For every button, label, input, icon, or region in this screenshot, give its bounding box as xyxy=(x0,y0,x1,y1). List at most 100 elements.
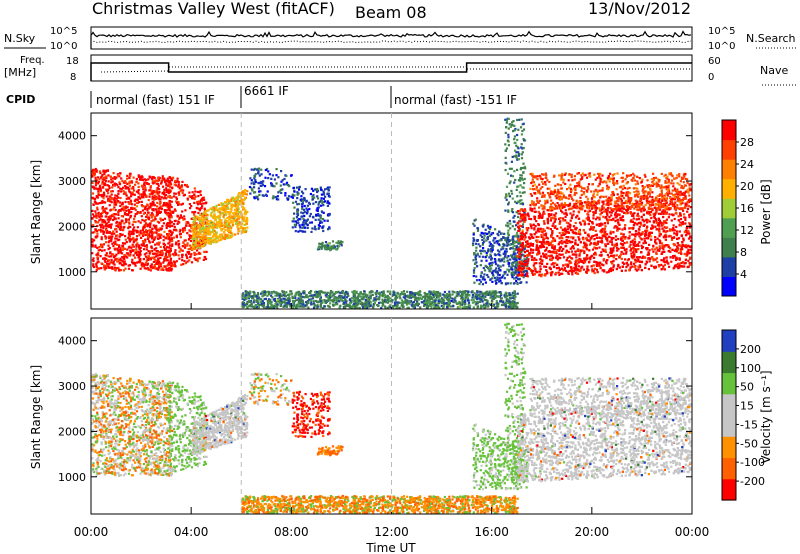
power-cell-2093 xyxy=(204,241,207,244)
power-cell-3946 xyxy=(272,298,275,301)
power-cell-1608 xyxy=(172,228,176,231)
power-cell-4168 xyxy=(371,290,374,293)
power-cell-2405 xyxy=(233,213,236,216)
power-cell-1910 xyxy=(218,216,221,219)
power-cell-1418 xyxy=(181,249,184,252)
power-cell-4496 xyxy=(488,265,492,268)
power-cell-4854 xyxy=(510,167,513,170)
power-cell-1352 xyxy=(162,239,165,242)
power-cell-2525 xyxy=(288,185,291,188)
power-cell-2415 xyxy=(209,231,212,234)
power-cell-1713 xyxy=(175,181,178,184)
power-cell-4611 xyxy=(499,254,502,257)
power-cell-2563 xyxy=(292,217,295,220)
power-cell-632 xyxy=(145,179,148,182)
power-cell-558 xyxy=(147,268,150,271)
power-cell-1058 xyxy=(118,181,121,184)
power-cell-2248 xyxy=(233,208,237,211)
power-cell-648 xyxy=(119,226,122,229)
power-cell-1276 xyxy=(148,252,151,255)
power-cell-4220 xyxy=(258,303,261,307)
power-cell-4603 xyxy=(479,275,483,278)
power-cell-2319 xyxy=(223,201,227,204)
power-cell-2766 xyxy=(322,229,325,233)
power-cell-4821 xyxy=(508,270,511,273)
power-cell-1102 xyxy=(139,246,142,249)
power-cell-1512 xyxy=(167,208,170,211)
power-cell-3673 xyxy=(459,301,462,304)
power-cell-4959 xyxy=(518,191,521,194)
power-cell-269 xyxy=(156,262,159,266)
power-cell-285 xyxy=(163,209,166,212)
power-cell-1783 xyxy=(181,202,184,205)
power-cell-2792 xyxy=(337,242,340,245)
power-cell-2769 xyxy=(317,224,320,227)
power-cell-1366 xyxy=(112,262,115,265)
power-cell-3118 xyxy=(377,292,380,295)
power-cell-2343 xyxy=(228,215,231,218)
power-cell-828 xyxy=(120,215,123,218)
power-cell-3945 xyxy=(297,294,301,297)
power-cell-2972 xyxy=(260,292,263,295)
power-cell-3931 xyxy=(378,295,381,298)
power-cell-4131 xyxy=(266,303,269,307)
power-cell-1263 xyxy=(111,190,114,193)
power-cell-794 xyxy=(96,235,99,238)
power-cell-4502 xyxy=(518,258,521,261)
power-cell-1950 xyxy=(226,198,229,201)
power-cell-253 xyxy=(99,171,102,175)
power-cell-4796 xyxy=(513,138,516,141)
power-cell-493 xyxy=(149,202,153,205)
power-cell-2553 xyxy=(274,196,278,199)
power-cell-1104 xyxy=(119,233,122,236)
power-cell-3285 xyxy=(465,306,468,309)
power-cell-1742 xyxy=(200,199,203,202)
power-cell-2510 xyxy=(264,176,267,179)
power-cell-2705 xyxy=(291,220,294,223)
power-cell-3530 xyxy=(384,299,388,302)
power-cell-290 xyxy=(120,259,123,262)
power-cell-1598 xyxy=(200,198,204,201)
power-cell-1930 xyxy=(238,223,241,226)
power-cell-2137 xyxy=(211,215,214,218)
power-cell-4584 xyxy=(473,281,476,284)
power-cell-1057 xyxy=(92,260,95,263)
power-cell-4488 xyxy=(497,280,501,283)
power-cell-4294 xyxy=(396,292,400,295)
power-cell-1339 xyxy=(158,263,161,267)
power-cell-402 xyxy=(151,233,154,236)
power-cell-1255 xyxy=(119,228,122,231)
nsky-trace xyxy=(90,30,692,49)
power-cell-4326 xyxy=(442,293,445,296)
power-cell-2849 xyxy=(307,306,310,309)
power-cell-4654 xyxy=(476,252,479,255)
power-cell-1576 xyxy=(188,244,191,247)
power-cell-549 xyxy=(101,178,104,181)
power-cell-3206 xyxy=(309,292,312,295)
power-cell-2675 xyxy=(320,204,323,207)
power-cell-4963 xyxy=(521,223,525,226)
power-cell-1123 xyxy=(153,248,156,251)
power-cell-96 xyxy=(137,189,140,192)
power-cell-3601 xyxy=(321,291,324,294)
power-cell-4029 xyxy=(496,295,499,298)
power-cell-820 xyxy=(136,226,139,229)
power-cell-4905 xyxy=(517,235,520,238)
power-cell-2762 xyxy=(300,230,304,233)
power-cell-1226 xyxy=(120,263,124,266)
power-cell-4241 xyxy=(476,306,479,309)
power-cell-941 xyxy=(104,170,107,173)
power-cell-4077 xyxy=(330,295,333,298)
power-cell-2651 xyxy=(326,219,329,222)
power-cell-1523 xyxy=(183,259,186,263)
power-cell-4705 xyxy=(514,270,517,273)
power-cell-4746 xyxy=(505,195,508,198)
power-cell-4289 xyxy=(411,292,414,295)
power-cell-867 xyxy=(107,241,110,244)
power-cell-4961 xyxy=(521,151,524,154)
power-cell-4617 xyxy=(482,247,485,250)
power-cell-4010 xyxy=(254,304,257,307)
power-cell-59 xyxy=(144,267,147,270)
power-cell-1640 xyxy=(171,231,174,234)
power-cell-4915 xyxy=(520,146,523,149)
